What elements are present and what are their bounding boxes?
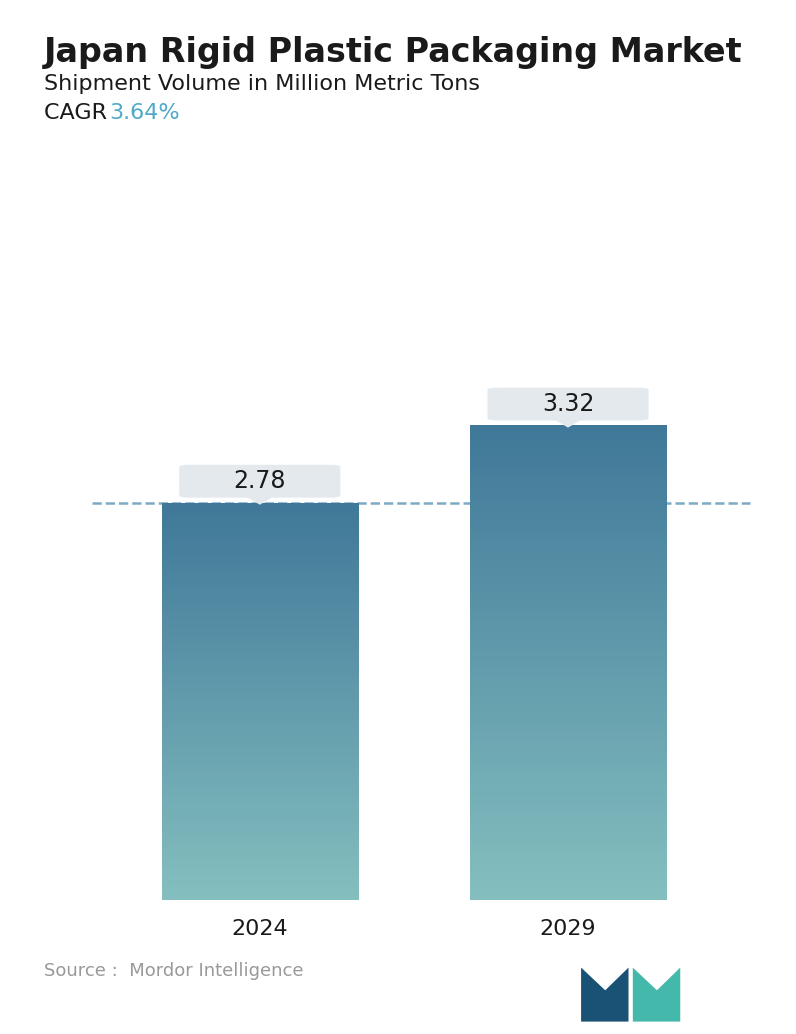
Polygon shape (581, 968, 629, 1022)
Text: Source :  Mordor Intelligence: Source : Mordor Intelligence (44, 963, 303, 980)
FancyBboxPatch shape (487, 388, 649, 421)
Text: 3.64%: 3.64% (109, 103, 180, 123)
Text: 3.32: 3.32 (542, 392, 594, 416)
Text: Japan Rigid Plastic Packaging Market: Japan Rigid Plastic Packaging Market (44, 36, 743, 69)
Text: CAGR: CAGR (44, 103, 121, 123)
Polygon shape (633, 968, 681, 1022)
FancyBboxPatch shape (179, 465, 341, 497)
Polygon shape (244, 495, 275, 505)
Polygon shape (552, 419, 583, 428)
Text: Shipment Volume in Million Metric Tons: Shipment Volume in Million Metric Tons (44, 74, 480, 94)
Text: 2.78: 2.78 (233, 469, 286, 493)
